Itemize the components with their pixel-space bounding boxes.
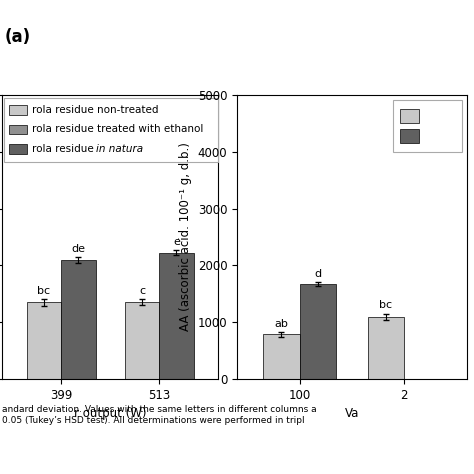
Bar bbox=[400, 129, 419, 143]
Text: rola residue treated with ethanol: rola residue treated with ethanol bbox=[32, 125, 203, 135]
Text: bc: bc bbox=[379, 301, 392, 310]
Text: e: e bbox=[173, 237, 180, 247]
Text: ab: ab bbox=[274, 319, 288, 329]
Text: (a): (a) bbox=[5, 28, 31, 46]
Text: d: d bbox=[314, 269, 321, 279]
Bar bbox=[9, 105, 27, 115]
Bar bbox=[263, 334, 300, 379]
X-axis label: r output (W): r output (W) bbox=[74, 408, 146, 420]
Text: rola residue non-treated: rola residue non-treated bbox=[32, 105, 158, 115]
FancyBboxPatch shape bbox=[4, 98, 218, 162]
Bar bbox=[9, 125, 27, 134]
Text: bc: bc bbox=[37, 286, 51, 296]
Bar bbox=[300, 283, 336, 379]
Text: andard deviation. Values with the same letters in different columns a
0.05 (Tuke: andard deviation. Values with the same l… bbox=[2, 405, 317, 425]
Y-axis label: AA (ascorbic acid. 100⁻¹ g, d.b.): AA (ascorbic acid. 100⁻¹ g, d.b.) bbox=[179, 143, 192, 331]
Text: rola residue: rola residue bbox=[32, 144, 97, 154]
Text: c: c bbox=[139, 286, 145, 296]
Text: in natura: in natura bbox=[95, 144, 143, 154]
Bar bbox=[125, 302, 159, 379]
FancyBboxPatch shape bbox=[393, 100, 462, 152]
Bar bbox=[159, 253, 193, 379]
Bar bbox=[368, 317, 404, 379]
X-axis label: Va: Va bbox=[345, 408, 359, 420]
Bar bbox=[9, 144, 27, 154]
Text: de: de bbox=[72, 244, 85, 254]
Bar bbox=[400, 109, 419, 123]
Bar bbox=[61, 260, 95, 379]
Bar bbox=[27, 302, 61, 379]
